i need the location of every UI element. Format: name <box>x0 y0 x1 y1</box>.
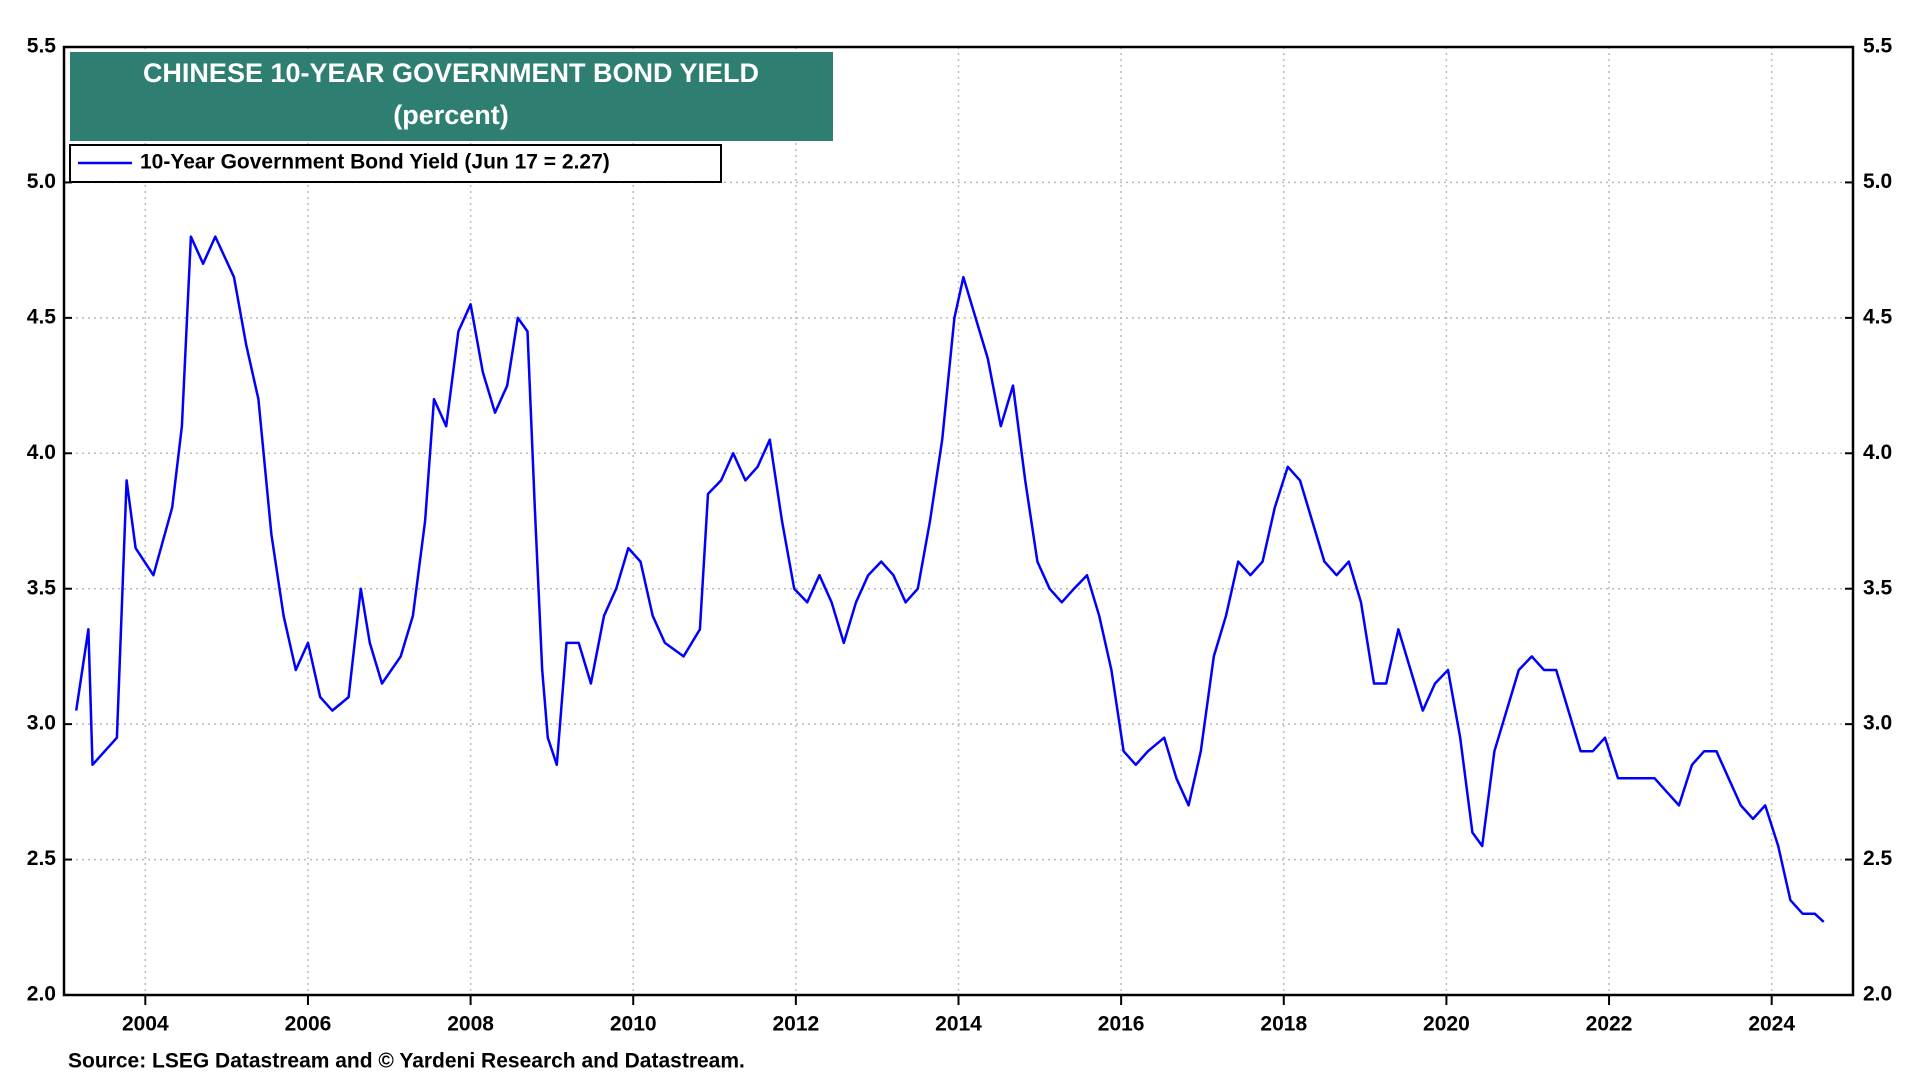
source-note: Source: LSEG Datastream and © Yardeni Re… <box>68 1050 745 1073</box>
y-tick-label: 5.5 <box>27 35 57 58</box>
x-tick-label: 2012 <box>773 1013 820 1036</box>
x-tick-label: 2022 <box>1586 1013 1633 1036</box>
y-tick-label: 2.0 <box>27 983 56 1006</box>
x-tick-label: 2024 <box>1748 1013 1795 1036</box>
y2-tick-label: 4.5 <box>1863 305 1893 328</box>
y-tick-label: 4.5 <box>27 305 57 328</box>
x-tick-label: 2020 <box>1423 1013 1470 1036</box>
x-tick-label: 2010 <box>610 1013 657 1036</box>
y-tick-label: 3.5 <box>27 576 57 599</box>
x-tick-label: 2014 <box>935 1013 982 1036</box>
x-tick-label: 2018 <box>1260 1013 1307 1036</box>
x-tick-label: 2016 <box>1098 1013 1145 1036</box>
x-tick-label: 2004 <box>122 1013 169 1036</box>
y-tick-label: 2.5 <box>27 847 57 870</box>
x-tick-label: 2006 <box>285 1013 332 1036</box>
y2-tick-label: 5.0 <box>1863 170 1892 193</box>
y2-tick-label: 4.0 <box>1863 441 1892 464</box>
title-box <box>70 52 833 141</box>
legend-box <box>69 144 722 183</box>
y2-tick-label: 3.0 <box>1863 712 1892 735</box>
y2-tick-label: 2.0 <box>1863 983 1892 1006</box>
y-tick-label: 5.0 <box>27 170 56 193</box>
y2-tick-label: 5.5 <box>1863 35 1893 58</box>
y-tick-label: 3.0 <box>27 712 56 735</box>
y2-tick-label: 2.5 <box>1863 847 1893 870</box>
y-tick-label: 4.0 <box>27 441 56 464</box>
legend-label: 10-Year Government Bond Yield (Jun 17 = … <box>140 151 610 174</box>
y2-tick-label: 3.5 <box>1863 576 1893 599</box>
data-line <box>74 235 1825 923</box>
chart-subtitle: (percent) <box>393 100 509 130</box>
plot-frame <box>62 45 1855 997</box>
x-tick-label: 2008 <box>447 1013 494 1036</box>
chart-title: CHINESE 10-YEAR GOVERNMENT BOND YIELD <box>143 58 759 88</box>
